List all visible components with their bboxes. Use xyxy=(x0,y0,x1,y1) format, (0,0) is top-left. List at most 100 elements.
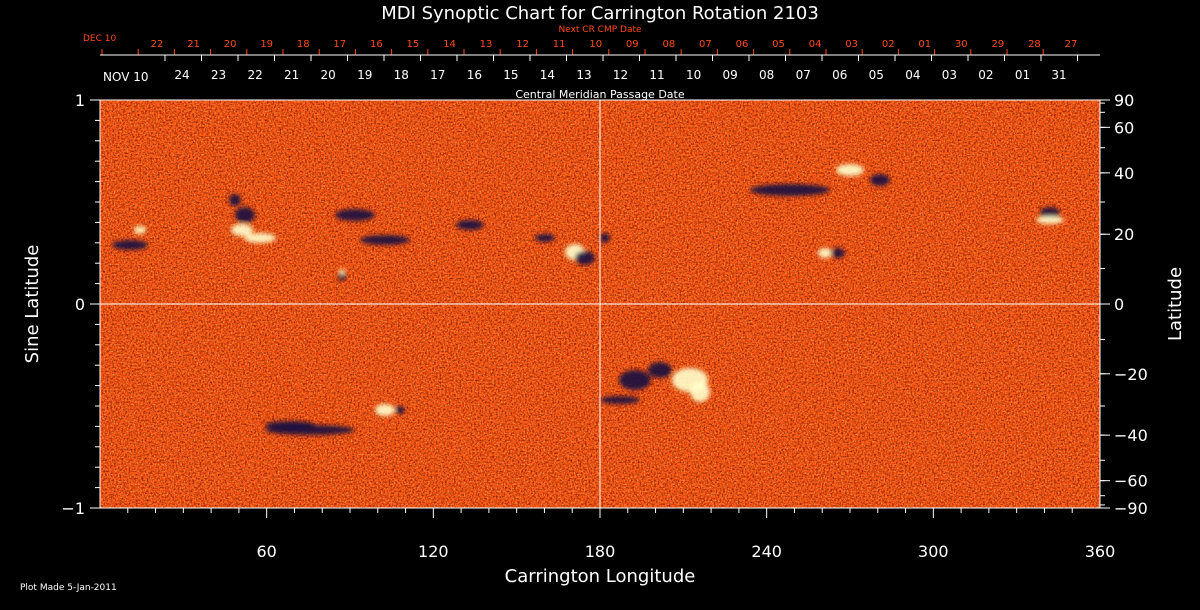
x-tick-label-180: 180 xyxy=(585,542,616,561)
top-axis-1-day: 03 xyxy=(845,39,858,50)
negative-polarity-region xyxy=(648,362,672,378)
top-axis-cmp: NOV 10 Central Meridian Passage Date 24 2… xyxy=(100,54,1100,101)
y-axis-right-label: Latitude xyxy=(1165,267,1186,341)
top-axis-next-cmp: Next CR CMP Date DEC 10 22 21 20 19 18 17 16 15… xyxy=(83,25,1077,55)
footer-plot-made: Plot Made 5-Jan-2011 xyxy=(20,583,117,593)
x-tick-label-60: 60 xyxy=(256,542,276,561)
y-axis-left-label: Sine Latitude xyxy=(22,245,43,364)
negative-polarity-region xyxy=(229,194,241,206)
y-left-tick-label: 1 xyxy=(75,91,85,110)
x-tick-label-300: 300 xyxy=(918,542,949,561)
negative-polarity-region xyxy=(360,235,410,245)
negative-polarity-region xyxy=(235,207,255,223)
x-axis: 60 120 180 240 300 360 xyxy=(127,508,1115,561)
top-axis-2-day: 19 xyxy=(357,68,372,82)
positive-polarity-region xyxy=(339,269,345,275)
negative-polarity-region xyxy=(600,396,640,404)
top-axis-2-day: 01 xyxy=(1015,68,1030,82)
positive-polarity-region xyxy=(134,226,146,234)
top-axis-2-day: 18 xyxy=(394,68,409,82)
top-axis-2-day: 12 xyxy=(613,68,628,82)
top-axis-1-day: 20 xyxy=(224,39,237,50)
top-axis-1-day: 16 xyxy=(370,39,383,50)
top-axis-1-month: DEC 10 xyxy=(83,34,116,44)
top-axis-2-day: 24 xyxy=(174,68,189,82)
x-tick-label-240: 240 xyxy=(751,542,782,561)
magnetogram-map xyxy=(99,99,1101,509)
top-axis-2-day: 13 xyxy=(576,68,591,82)
positive-polarity-region xyxy=(375,404,395,416)
top-axis-2-day: 21 xyxy=(284,68,299,82)
top-axis-1-day: 04 xyxy=(809,39,822,50)
top-axis-1-day: 05 xyxy=(772,39,785,50)
top-axis-2-day: 09 xyxy=(722,68,737,82)
top-axis-1-day: 14 xyxy=(443,39,456,50)
top-axis-1-day: 30 xyxy=(955,39,968,50)
y-right-tick-label-20: 20 xyxy=(1114,225,1134,244)
top-axis-1-day: 10 xyxy=(589,39,602,50)
positive-polarity-region xyxy=(836,164,864,176)
positive-polarity-region xyxy=(818,248,832,258)
negative-polarity-region xyxy=(395,406,405,414)
positive-polarity-region xyxy=(1036,216,1064,224)
top-axis-1-day: 19 xyxy=(260,39,273,50)
top-axis-1-day: 02 xyxy=(882,39,895,50)
y-right-tick-label-60: 60 xyxy=(1114,118,1134,137)
negative-polarity-region xyxy=(575,251,595,265)
top-axis-2-day: 03 xyxy=(942,68,957,82)
top-axis-1-day: 29 xyxy=(992,39,1005,50)
top-axis-1-label: Next CR CMP Date xyxy=(558,25,642,35)
y-right-tick-label--40: −40 xyxy=(1114,426,1148,445)
top-axis-2-day: 04 xyxy=(905,68,920,82)
negative-polarity-region xyxy=(831,248,845,258)
negative-polarity-region xyxy=(870,174,890,186)
x-axis-label: Carrington Longitude xyxy=(505,566,696,587)
negative-polarity-region xyxy=(456,220,484,230)
x-tick-label-120: 120 xyxy=(418,542,449,561)
top-axis-1-day: 21 xyxy=(187,39,200,50)
top-axis-2-day: 10 xyxy=(686,68,701,82)
negative-polarity-region xyxy=(265,421,315,429)
negative-polarity-region xyxy=(750,184,830,196)
positive-polarity-region xyxy=(244,233,276,243)
negative-polarity-region xyxy=(335,209,375,221)
y-left-tick-label: 0 xyxy=(75,295,85,314)
negative-polarity-region xyxy=(535,234,555,242)
y-axis-left: 1 0 −1 xyxy=(61,91,100,518)
top-axis-1-day: 27 xyxy=(1065,39,1078,50)
top-axis-2-day: 11 xyxy=(649,68,664,82)
top-axis-1-day: 07 xyxy=(699,39,712,50)
active-regions xyxy=(112,164,1064,435)
top-axis-1-day: 18 xyxy=(297,39,310,50)
top-axis-2-day: 16 xyxy=(467,68,482,82)
y-right-tick-label--60: −60 xyxy=(1114,472,1148,491)
y-right-tick-label-90: 90 xyxy=(1114,91,1134,110)
chart-title: MDI Synoptic Chart for Carrington Rotati… xyxy=(381,3,819,24)
negative-polarity-region xyxy=(112,240,148,250)
y-right-tick-label--90: −90 xyxy=(1114,499,1148,518)
top-axis-2-day: 08 xyxy=(759,68,774,82)
top-axis-1-day: 09 xyxy=(626,39,639,50)
y-left-tick-label: −1 xyxy=(61,499,85,518)
top-axis-1-day: 08 xyxy=(662,39,675,50)
top-axis-1-day: 13 xyxy=(480,39,493,50)
y-right-tick-label-0: 0 xyxy=(1114,295,1124,314)
top-axis-2-day: 14 xyxy=(540,68,555,82)
top-axis-2-day: 02 xyxy=(978,68,993,82)
negative-polarity-region xyxy=(1040,207,1060,219)
y-right-tick-label-40: 40 xyxy=(1114,164,1134,183)
y-right-tick-label--20: −20 xyxy=(1114,365,1148,384)
top-axis-1-day: 06 xyxy=(736,39,749,50)
top-axis-2-label: Central Meridian Passage Date xyxy=(515,88,684,101)
top-axis-1-day: 01 xyxy=(918,39,931,50)
top-axis-2-day: 20 xyxy=(321,68,336,82)
top-axis-2-day: 17 xyxy=(430,68,445,82)
top-axis-1-day: 28 xyxy=(1028,39,1041,50)
top-axis-1-day: 17 xyxy=(333,39,346,50)
top-axis-2-day: 15 xyxy=(503,68,518,82)
top-axis-2-day: 07 xyxy=(796,68,811,82)
top-axis-2-day: 22 xyxy=(247,68,262,82)
y-axis-right: 90 60 40 20 0 −20 −40 −60 −90 xyxy=(1100,91,1148,518)
top-axis-2-day: 06 xyxy=(832,68,847,82)
